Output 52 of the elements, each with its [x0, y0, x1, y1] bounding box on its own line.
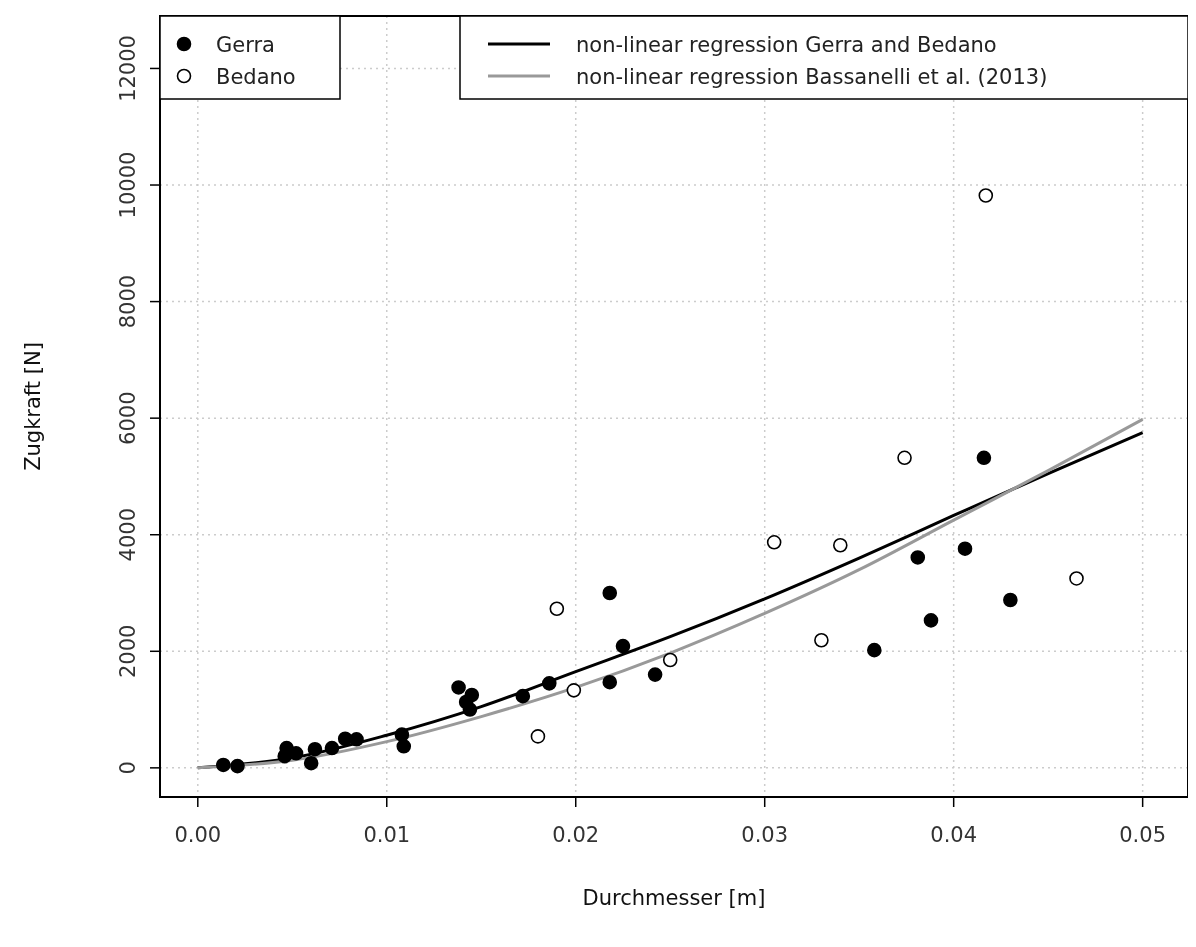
point: [976, 450, 992, 466]
legend-label: Gerra: [216, 33, 275, 57]
point: [814, 632, 829, 648]
x-axis-title: Durchmesser [m]: [582, 886, 766, 910]
x-tick-label: 0.04: [930, 823, 978, 847]
y-tick-label: 8000: [116, 274, 140, 329]
point: [1069, 571, 1084, 586]
y-tick-label: 2000: [116, 624, 140, 679]
point: [394, 727, 410, 742]
point: [515, 688, 531, 704]
point: [978, 188, 994, 203]
point: [549, 601, 565, 617]
point: [766, 535, 782, 550]
y-tick-label: 10000: [116, 151, 140, 219]
x-tick-label: 0.00: [174, 823, 222, 847]
point: [615, 638, 631, 654]
point: [923, 613, 939, 628]
point: [662, 652, 678, 668]
y-tick-label: 0: [116, 761, 140, 775]
point: [216, 757, 231, 773]
point: [1003, 592, 1018, 608]
point: [230, 758, 245, 774]
legend-label: non-linear regression Bassanelli et al. (2013): [576, 65, 1048, 89]
point: [910, 550, 926, 565]
point: [462, 702, 478, 717]
point: [957, 541, 973, 557]
x-tick-label: 0.05: [1119, 823, 1167, 847]
y-tick-label: 6000: [116, 391, 140, 445]
point: [602, 674, 618, 690]
point: [566, 683, 582, 698]
point: [647, 667, 663, 682]
point: [464, 687, 480, 703]
y-tick-label: 4000: [116, 508, 140, 562]
point: [307, 741, 323, 757]
x-tick-label: 0.03: [741, 823, 789, 847]
x-tick-label: 0.01: [363, 823, 411, 847]
point: [303, 755, 319, 771]
point: [396, 738, 412, 754]
legend-label: non-linear regression Gerra and Bedano: [576, 33, 997, 57]
y-axis-title: Zugkraft [N]: [21, 342, 45, 471]
point: [867, 642, 882, 658]
y-tick-label: 12000: [116, 35, 140, 102]
point: [541, 676, 557, 691]
point: [451, 680, 466, 695]
legend-label: Bedano: [216, 65, 296, 89]
point: [324, 740, 340, 756]
point: [832, 537, 848, 553]
x-tick-label: 0.02: [552, 823, 600, 847]
point: [349, 732, 364, 747]
point: [897, 450, 912, 466]
point: [530, 729, 546, 744]
point: [602, 585, 618, 601]
